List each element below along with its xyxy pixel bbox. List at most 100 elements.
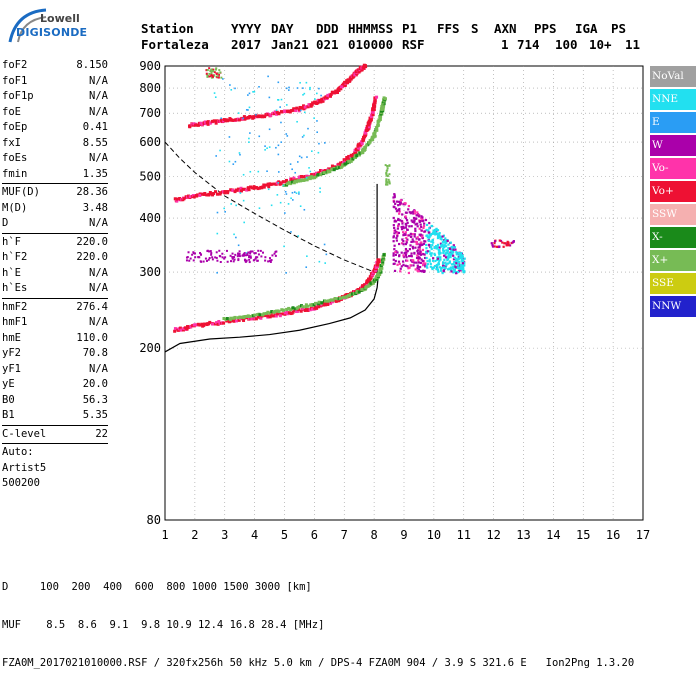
spread-echo-point <box>394 202 397 205</box>
spread-echo-point <box>428 227 431 230</box>
echo-point <box>314 98 316 100</box>
spread-echo-point <box>412 264 415 267</box>
echo-point <box>290 231 292 233</box>
trace-point <box>252 186 256 190</box>
tail-echo-point <box>495 245 498 248</box>
spread-echo-point <box>397 224 400 227</box>
hdr-day-label: DAY <box>271 21 294 36</box>
hdr-yyyy-value: 2017 <box>231 37 262 52</box>
spread-echo-point <box>396 227 400 230</box>
echo-point <box>305 176 308 179</box>
spread-echo-point <box>418 246 421 249</box>
trace-point <box>266 113 270 117</box>
param-row: hmF1 N/A <box>2 315 108 331</box>
w-echo-point <box>218 249 221 252</box>
echo-point <box>228 136 231 138</box>
spread-echo-point <box>445 249 448 252</box>
param-value: N/A <box>89 105 108 118</box>
echo-point <box>253 90 256 93</box>
spread-echo-point <box>458 264 461 267</box>
param-row: h`F 220.0 <box>2 235 108 251</box>
legend-item-nnw: NNW <box>650 296 696 317</box>
spread-echo-point <box>395 239 398 242</box>
echo-point <box>277 181 280 184</box>
trace-point <box>298 108 302 112</box>
spread-echo-point <box>417 255 420 258</box>
trace-point <box>228 320 232 324</box>
top-echo-point <box>208 75 211 78</box>
echo-point <box>235 236 237 239</box>
param-row: h`E N/A <box>2 266 108 282</box>
legend-item-e: E <box>650 112 696 133</box>
echo-point <box>215 155 217 157</box>
spread-echo-point <box>460 266 464 269</box>
w-echo-point <box>233 256 236 259</box>
spread-echo-point <box>400 265 403 268</box>
param-name: foEp <box>2 121 28 133</box>
spread-echo-point <box>456 266 460 269</box>
trace-point <box>341 82 345 86</box>
spread-echo-point <box>398 212 401 215</box>
trace-point <box>261 185 265 189</box>
spread-echo-point <box>439 256 442 259</box>
spread-echo-point <box>444 266 447 270</box>
echo-point <box>234 160 237 163</box>
trace-point <box>216 192 220 196</box>
y-tick-label: 800 <box>139 81 161 95</box>
ionogram-plot: 1 2 3 4 5 6 7 8 9 10 11 12 13 14 15 16 17802003004005006… <box>139 59 650 542</box>
param-name: h`F <box>2 235 21 248</box>
trace-point <box>339 87 343 91</box>
trace-point <box>310 103 314 107</box>
trace-point <box>348 294 352 298</box>
spread-echo-point <box>449 255 452 259</box>
spread-echo-point <box>421 220 424 223</box>
trace-point <box>218 191 222 195</box>
trace-point <box>342 158 346 162</box>
spread-echo-point <box>432 266 436 269</box>
spread-echo-point <box>402 254 405 257</box>
spread-echo-point <box>404 211 408 214</box>
spread-echo-point <box>393 269 397 273</box>
top-echo-point <box>219 71 222 74</box>
w-echo-point <box>194 256 197 259</box>
spread-echo-point <box>398 254 401 257</box>
spread-echo-point <box>401 260 405 263</box>
w-echo-point <box>249 252 252 255</box>
spread-echo-point <box>452 267 455 270</box>
w-echo-point <box>264 259 267 262</box>
top-echo-point <box>211 75 214 78</box>
trace-point <box>268 315 272 319</box>
spread-echo-point <box>448 260 451 263</box>
trace-point <box>341 163 345 167</box>
echo-point <box>303 111 306 114</box>
spread-echo-point <box>392 205 395 208</box>
spread-echo-point <box>446 249 450 252</box>
trace-point <box>342 295 346 299</box>
footer-file-row: FZA0M_2017021010000.RSF / 320fx256h 50 k… <box>2 657 635 669</box>
spread-echo-point <box>404 264 407 267</box>
trace-point <box>279 312 283 316</box>
spread-echo-point <box>431 259 435 262</box>
trace-point <box>192 122 196 126</box>
param-separator <box>2 232 108 234</box>
trace-point <box>198 323 202 327</box>
w-echo-point <box>211 258 214 261</box>
echo-point <box>223 207 226 210</box>
x-echo-point <box>385 179 388 182</box>
spread-echo-point <box>393 244 396 247</box>
x-echo-point <box>386 165 389 168</box>
param-row: yF1 N/A <box>2 362 108 378</box>
trace-point <box>266 310 270 314</box>
spread-echo-point <box>419 251 423 254</box>
echo-point <box>239 153 241 156</box>
spread-echo-point <box>427 229 430 232</box>
trace-point <box>237 318 241 322</box>
spread-echo-point <box>437 246 440 249</box>
w-echo-point <box>198 256 201 259</box>
spread-echo-point <box>421 217 424 221</box>
spread-echo-point <box>401 213 404 216</box>
trace-point <box>173 197 177 201</box>
trace-point <box>262 312 266 316</box>
trace-point <box>332 91 336 95</box>
echo-point <box>268 146 271 148</box>
